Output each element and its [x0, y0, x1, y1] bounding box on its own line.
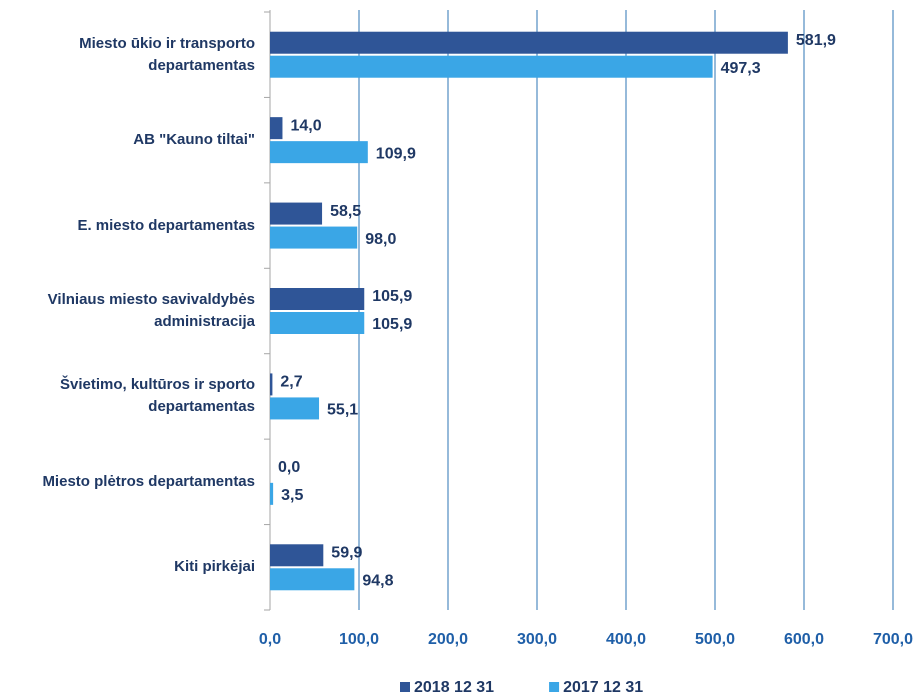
bar	[270, 373, 273, 396]
value-label: 105,9	[372, 316, 412, 333]
value-label: 2,7	[280, 374, 302, 391]
legend-label: 2017 12 31	[563, 679, 643, 696]
x-tick-label: 700,0	[873, 631, 913, 648]
value-label: 581,9	[796, 32, 836, 49]
x-tick-label: 600,0	[784, 631, 824, 648]
y-tick-label: AB "Kauno tiltai"	[133, 131, 255, 149]
legend-swatch	[400, 682, 410, 692]
bar	[270, 55, 713, 78]
y-tick-label: Miesto plėtros departamentas	[42, 472, 255, 490]
y-tick-label: E. miesto departamentas	[77, 216, 255, 234]
bar	[270, 141, 368, 164]
x-tick-label: 500,0	[695, 631, 735, 648]
bar	[270, 482, 274, 505]
bar	[270, 31, 788, 54]
value-label: 105,9	[372, 288, 412, 305]
legend-label: 2018 12 31	[414, 679, 494, 696]
value-label: 497,3	[721, 60, 761, 77]
value-label: 14,0	[290, 117, 321, 134]
value-label: 58,5	[330, 203, 361, 220]
value-label: 109,9	[376, 145, 416, 162]
y-tick-label: Miesto ūkio ir transporto departamentas	[79, 34, 255, 74]
value-label: 0,0	[278, 459, 300, 476]
x-tick-label: 100,0	[339, 631, 379, 648]
bar	[270, 288, 365, 310]
legend-swatch	[549, 682, 560, 692]
bar	[270, 544, 324, 567]
bar	[270, 117, 283, 140]
value-label: 55,1	[327, 402, 358, 419]
x-tick-label: 400,0	[606, 631, 646, 648]
y-tick-label: Švietimo, kultūros ir sporto departament…	[59, 376, 255, 416]
bar	[270, 397, 320, 420]
y-tick-label: Kiti pirkėjai	[174, 558, 255, 576]
value-label: 3,5	[281, 487, 303, 504]
bar	[270, 202, 323, 225]
value-label: 98,0	[365, 231, 396, 248]
x-tick-label: 300,0	[517, 631, 557, 648]
bar	[270, 226, 358, 249]
x-tick-label: 200,0	[428, 631, 468, 648]
value-label: 59,9	[331, 545, 362, 562]
value-label: 94,8	[362, 573, 393, 590]
bar	[270, 312, 365, 334]
y-tick-label: Vilniaus miesto savivaldybės administrac…	[47, 290, 255, 330]
x-tick-label: 0,0	[259, 631, 281, 648]
bar	[270, 568, 355, 591]
